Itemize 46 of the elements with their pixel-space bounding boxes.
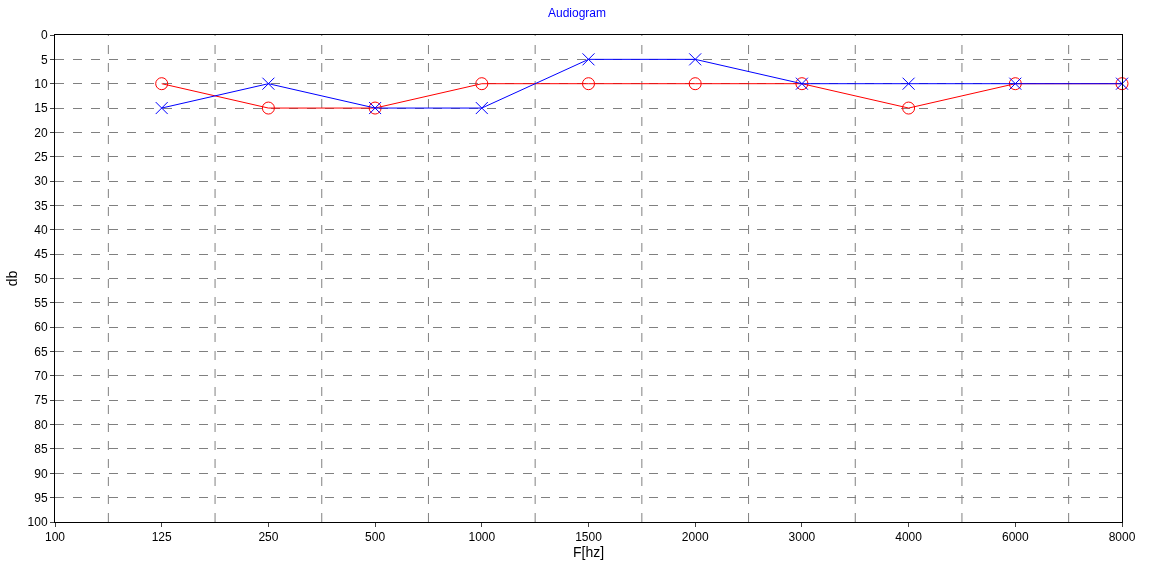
x-tick-label: 3000 bbox=[788, 530, 816, 545]
y-tick-label: 40 bbox=[34, 223, 48, 237]
point bbox=[902, 101, 916, 115]
x-tick-label: 8000 bbox=[1108, 530, 1136, 545]
y-tick-label: 15 bbox=[34, 101, 48, 116]
x-tick-label: 6000 bbox=[1001, 530, 1029, 545]
point bbox=[902, 77, 916, 91]
y-tick-label: 80 bbox=[34, 417, 48, 432]
point bbox=[582, 77, 595, 91]
x-tick-label: 4000 bbox=[895, 530, 923, 545]
y-tick-label: 75 bbox=[34, 393, 48, 408]
y-tick-label: 45 bbox=[34, 247, 48, 262]
x-tick-label: 1000 bbox=[468, 530, 496, 545]
chart-title: Audiogram bbox=[547, 5, 607, 20]
point bbox=[688, 52, 702, 66]
point bbox=[475, 101, 489, 115]
x-tick-label: 250 bbox=[258, 530, 279, 545]
y-tick-label: 25 bbox=[34, 149, 48, 164]
point bbox=[261, 77, 275, 91]
y-tick-label: 30 bbox=[34, 174, 48, 189]
y-axis-title: db bbox=[4, 270, 21, 287]
point bbox=[688, 77, 702, 91]
y-tick-label: 55 bbox=[34, 296, 48, 311]
y-tick-label: 20 bbox=[34, 125, 48, 140]
point bbox=[261, 101, 275, 115]
point bbox=[155, 101, 169, 115]
x-tick-label: 2000 bbox=[681, 530, 709, 545]
x-axis-title: F[hz] bbox=[572, 544, 605, 561]
y-tick-label: 70 bbox=[34, 369, 48, 384]
point bbox=[475, 77, 489, 91]
x-tick-label: 500 bbox=[365, 530, 386, 545]
y-tick-label: 100 bbox=[27, 515, 48, 530]
y-tick-label: 65 bbox=[34, 344, 48, 359]
y-tick-label: 95 bbox=[34, 490, 48, 505]
y-tick-label: 90 bbox=[34, 466, 48, 481]
y-tick-label: 60 bbox=[34, 320, 48, 335]
x-tick-label: 1500 bbox=[575, 530, 603, 545]
y-tick-label: 0 bbox=[40, 28, 48, 43]
y-tick-label: 35 bbox=[34, 198, 48, 213]
point bbox=[582, 52, 595, 66]
y-tick-label: 5 bbox=[40, 52, 48, 67]
y-tick-label: 50 bbox=[34, 271, 48, 286]
y-tick-label: 85 bbox=[34, 442, 48, 457]
y-tick-label: 10 bbox=[34, 76, 48, 91]
point bbox=[155, 77, 169, 91]
x-tick-label: 125 bbox=[151, 530, 173, 545]
